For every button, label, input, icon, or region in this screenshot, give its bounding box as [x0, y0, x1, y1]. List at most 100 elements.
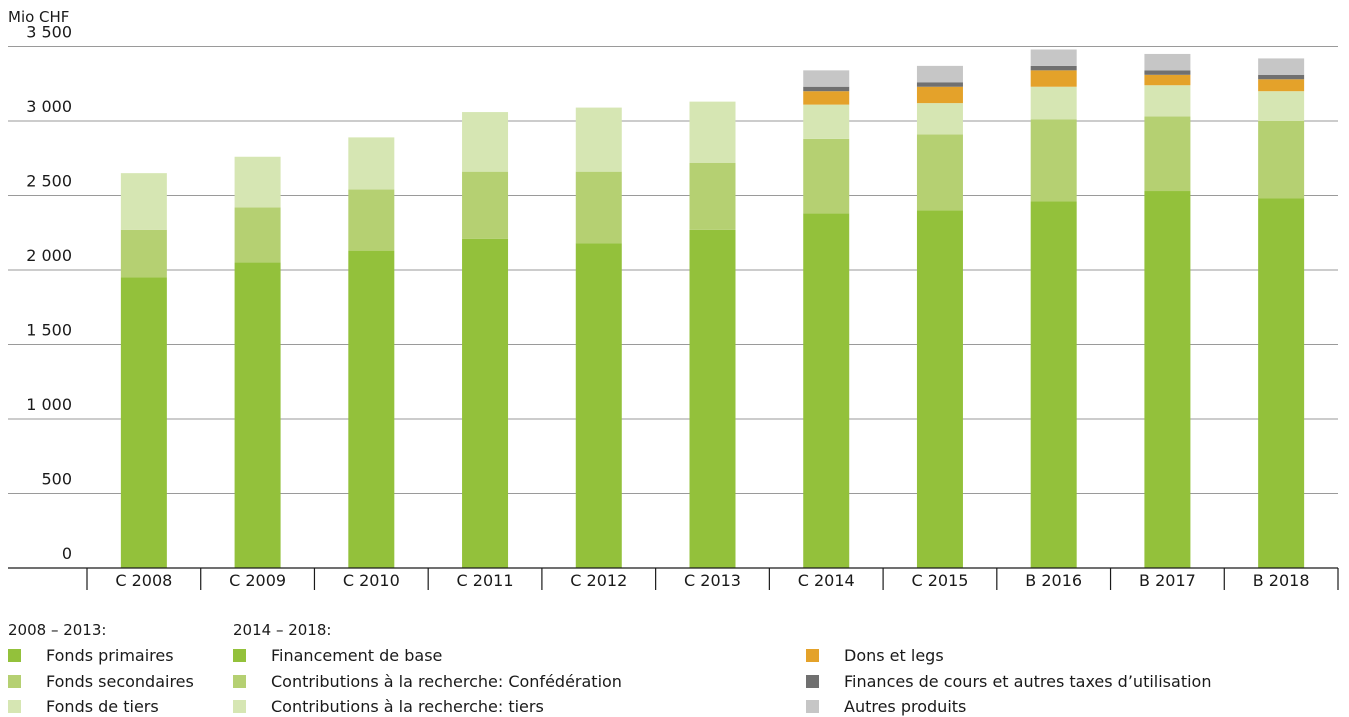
bar-segment — [803, 213, 850, 568]
bar-segment — [916, 210, 963, 568]
x-tick-label: B 2016 — [1025, 571, 1082, 590]
bar-segment — [803, 86, 850, 92]
legend-swatch — [806, 675, 819, 688]
bar-segment — [1144, 70, 1191, 75]
bar-segment — [1144, 53, 1191, 71]
bar-segment — [1144, 74, 1191, 86]
y-tick-label: 1 000 — [26, 395, 72, 414]
bar-segment — [916, 86, 963, 104]
legend-swatch — [806, 700, 819, 713]
legend-item-fonds-primaires: Fonds primaires — [8, 646, 174, 665]
bar-segment — [348, 250, 395, 568]
legend-swatch — [233, 649, 246, 662]
bar-segment — [1030, 65, 1077, 71]
bar-segment — [1144, 116, 1191, 192]
bar-segment — [689, 229, 736, 568]
legend-swatch — [8, 700, 21, 713]
y-tick-label: 500 — [41, 470, 72, 489]
legend-swatch — [233, 675, 246, 688]
bar-segment — [348, 137, 395, 190]
legend-item-autres-produits: Autres produits — [806, 697, 966, 716]
bar-segment — [916, 103, 963, 135]
legend-item-fonds-secondaires: Fonds secondaires — [8, 672, 194, 691]
bar-segment — [1030, 201, 1077, 568]
x-tick-label: C 2014 — [798, 571, 855, 590]
legend-item-contributions-tiers: Contributions à la recherche: tiers — [233, 697, 544, 716]
bar-segment — [689, 101, 736, 163]
legend-label: Fonds de tiers — [46, 697, 159, 716]
y-tick-label: 2 500 — [26, 172, 72, 191]
bar-segment — [1258, 198, 1305, 569]
x-tick-label: B 2017 — [1139, 571, 1196, 590]
legend-label: Finances de cours et autres taxes d’util… — [844, 672, 1212, 691]
y-axis-tick-labels: 0 500 1 000 1 500 2 000 2 500 3 000 3 500 — [26, 23, 72, 564]
x-tick-label: C 2015 — [911, 571, 968, 590]
bar-segment — [1030, 70, 1077, 87]
bar-segment — [575, 171, 622, 244]
legend-label: Dons et legs — [844, 646, 944, 665]
bar-segment — [1258, 121, 1305, 199]
y-tick-label: 3 500 — [26, 23, 72, 42]
legend-label: Contributions à la recherche: tiers — [271, 697, 544, 716]
x-axis-tick-labels: C 2008 C 2009 C 2010 C 2011 C 2012 C 2013 C 20… — [115, 571, 1309, 590]
bar-segment — [462, 238, 509, 568]
legend-label: Fonds secondaires — [46, 672, 194, 691]
x-tick-label: B 2018 — [1253, 571, 1310, 590]
legend-item-dons-et-legs: Dons et legs — [806, 646, 944, 665]
bar-segment — [348, 189, 395, 251]
bars — [120, 49, 1305, 569]
x-tick-label: C 2010 — [343, 571, 400, 590]
legend-group-heading-2014-2018: 2014 – 2018: — [233, 621, 332, 639]
x-tick-label: C 2009 — [229, 571, 286, 590]
bar-segment — [689, 162, 736, 230]
bar-segment — [916, 134, 963, 211]
bar-segment — [234, 207, 281, 263]
bar-segment — [1258, 79, 1305, 92]
bar-segment — [234, 156, 281, 208]
bar-segment — [120, 173, 167, 230]
bar-segment — [234, 262, 281, 568]
stacked-bar-chart: 0 500 1 000 1 500 2 000 2 500 3 000 3 500 C 200… — [8, 23, 1339, 590]
x-tick-label: C 2013 — [684, 571, 741, 590]
x-tick-label: C 2012 — [570, 571, 627, 590]
legend-item-fonds-de-tiers: Fonds de tiers — [8, 697, 159, 716]
x-axis — [8, 567, 1339, 590]
bar-segment — [1258, 58, 1305, 75]
bar-segment — [1258, 74, 1305, 80]
bar-segment — [916, 65, 963, 83]
legend-swatch — [8, 675, 21, 688]
bar-segment — [1030, 119, 1077, 202]
bar-segment — [120, 229, 167, 278]
bar-segment — [575, 243, 622, 568]
legend-item-finances-de-cours: Finances de cours et autres taxes d’util… — [806, 672, 1211, 691]
y-tick-label: 0 — [62, 544, 72, 563]
y-tick-label: 3 000 — [26, 97, 72, 116]
bar-segment — [575, 107, 622, 172]
bar-segment — [803, 70, 850, 87]
legend-item-financement-de-base: Financement de base — [233, 646, 442, 665]
gridlines — [8, 46, 1338, 494]
legend-label: Contributions à la recherche: Confédérat… — [271, 672, 622, 691]
legend-label: Fonds primaires — [46, 646, 174, 665]
bar-segment — [803, 91, 850, 105]
legend-swatch — [806, 649, 819, 662]
x-tick-label: C 2011 — [457, 571, 514, 590]
y-axis-unit-label: Mio CHF — [8, 8, 70, 26]
legend-swatch — [233, 700, 246, 713]
bar-segment — [1030, 49, 1077, 66]
bar-segment — [462, 171, 509, 239]
bar-segment — [1030, 86, 1077, 120]
bar-segment — [462, 112, 509, 172]
y-tick-label: 2 000 — [26, 246, 72, 265]
legend-label: Autres produits — [844, 697, 967, 716]
bar-segment — [1258, 91, 1305, 121]
legend-swatch — [8, 649, 21, 662]
bar-segment — [120, 277, 167, 568]
legend-item-contributions-confederation: Contributions à la recherche: Confédérat… — [233, 672, 622, 691]
legend-label: Financement de base — [271, 646, 443, 665]
x-tick-label: C 2008 — [115, 571, 172, 590]
bar-segment — [916, 82, 963, 87]
bar-segment — [803, 104, 850, 139]
y-tick-label: 1 500 — [26, 321, 72, 340]
bar-segment — [1144, 85, 1191, 117]
